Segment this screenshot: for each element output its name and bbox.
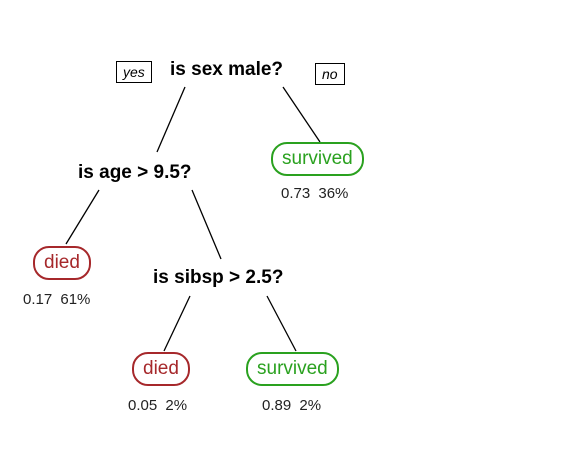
edge-sibsp-to-survived [266,295,297,352]
leaf-pct: 2% [165,397,188,414]
leaf-died-age: died [33,246,91,280]
leaf-survived-female-stats: 0.73 36% [281,186,348,201]
branch-label-yes: yes [116,61,152,83]
age-question: is age > 9.5? [78,162,192,183]
leaf-pct: 61% [60,291,91,308]
leaf-prob: 0.17 [23,291,53,308]
branch-label-no: no [315,63,345,85]
edge-root-to-survived [282,86,321,143]
edge-age-to-sibsp [191,189,222,260]
sibsp-question: is sibsp > 2.5? [153,267,284,288]
leaf-died-sibsp-stats: 0.05 2% [128,398,187,413]
edge-sibsp-to-died [163,295,191,352]
edge-age-to-died [65,189,100,245]
leaf-died-sibsp: died [132,352,190,386]
leaf-died-age-stats: 0.17 61% [23,292,90,307]
leaf-prob: 0.05 [128,397,158,414]
leaf-survived-sibsp-stats: 0.89 2% [262,398,321,413]
leaf-prob: 0.73 [281,185,311,202]
leaf-prob: 0.89 [262,397,292,414]
edge-root-to-age [156,86,186,153]
root-question: is sex male? [170,59,284,80]
leaf-survived-sibsp: survived [246,352,339,386]
leaf-pct: 36% [318,185,349,202]
leaf-pct: 2% [299,397,322,414]
leaf-survived-female: survived [271,142,364,176]
